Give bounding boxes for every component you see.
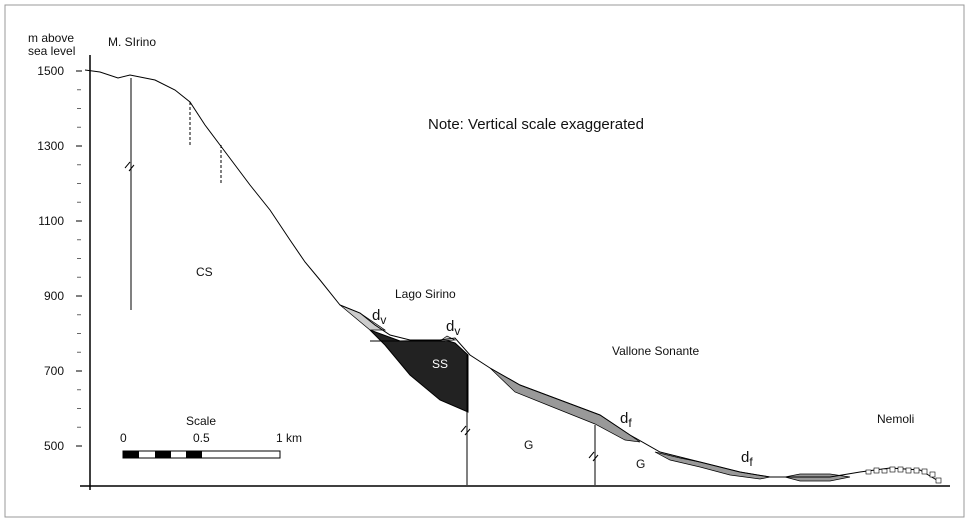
deposit-main: d [446, 318, 454, 335]
unit-label: G [636, 457, 645, 471]
note: Note: Vertical scale exaggerated [428, 116, 644, 133]
y-tick-label: 700 [44, 364, 64, 378]
unit-label: SS [432, 357, 448, 371]
deposit-main: d [741, 449, 749, 466]
scale-title: Scale [186, 414, 216, 428]
deposit-sub: v [454, 324, 460, 338]
scale-bar [123, 451, 280, 458]
y-tick-label: 500 [44, 439, 64, 453]
y-tick-label: 1300 [37, 139, 64, 153]
axis-label: m above [28, 31, 74, 45]
deposit-sub: v [380, 313, 386, 327]
y-tick-label: 900 [44, 289, 64, 303]
axis-label: sea level [28, 44, 75, 58]
deposit-main: d [620, 410, 628, 427]
place-label: M. SIrino [108, 35, 156, 49]
scale-label: 0 [120, 431, 127, 445]
cross-section: m above sea level 150013001100900700500 … [0, 0, 969, 522]
y-tick-label: 1100 [38, 214, 64, 228]
place-label: Nemoli [877, 412, 914, 426]
place-label: Vallone Sonante [612, 344, 700, 358]
y-tick-label: 1500 [37, 64, 64, 78]
frame [5, 5, 964, 517]
unit-label: G [524, 438, 533, 452]
scale-label: 0.5 [193, 431, 210, 445]
unit-label: CS [196, 265, 213, 279]
deposit-main: d [372, 307, 380, 324]
place-label: Lago Sirino [395, 287, 456, 301]
scale-label: 1 km [276, 431, 302, 445]
